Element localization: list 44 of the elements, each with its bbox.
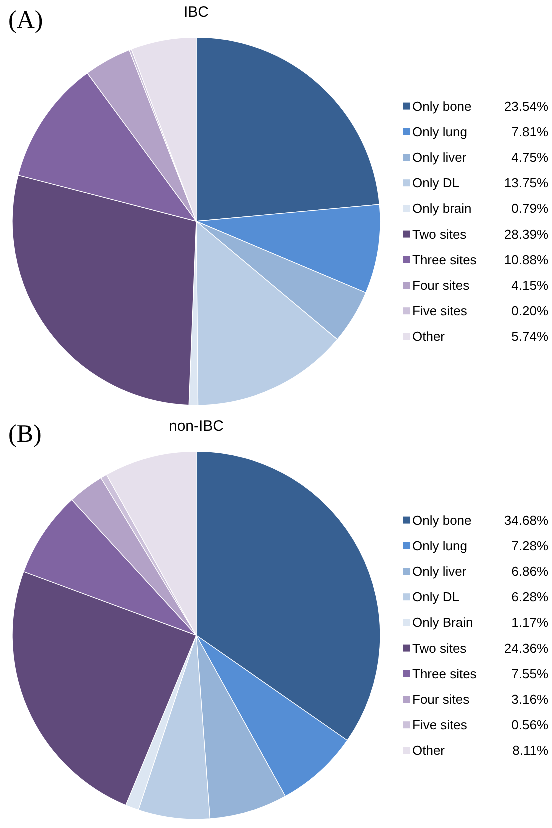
- legend-label: Five sites: [412, 718, 468, 733]
- data-label: 7.55%: [512, 666, 549, 682]
- data-label: 4.75%: [512, 150, 549, 165]
- legend-label: Only lung: [412, 538, 468, 554]
- legend-label: Only lung: [412, 124, 468, 140]
- legend-label: Only DL: [412, 590, 460, 605]
- data-label: 7.28%: [512, 538, 549, 554]
- data-label: 6.86%: [512, 564, 549, 579]
- legend-label: Four sites: [412, 278, 470, 293]
- data-label: 3.16%: [512, 692, 549, 707]
- data-label: 0.79%: [512, 201, 549, 216]
- legend-label: Only bone: [412, 512, 472, 528]
- data-label: 28.39%: [504, 226, 549, 242]
- data-label: 0.20%: [512, 304, 549, 319]
- legend-label: Only Brain: [412, 615, 474, 630]
- legend-label: Only liver: [412, 564, 468, 579]
- legend-label: Other: [412, 743, 446, 758]
- text: (A): [8, 7, 44, 34]
- text: (B): [8, 421, 42, 448]
- legend-label: Three sites: [412, 252, 478, 268]
- data-label: 0.56%: [512, 718, 549, 733]
- legend-label: Two sites: [412, 640, 468, 656]
- legend-label: Only bone: [412, 98, 472, 114]
- data-label: 7.81%: [512, 124, 549, 140]
- data-label: 5.74%: [512, 329, 549, 344]
- data-label: 24.36%: [504, 640, 549, 656]
- data-label: 6.28%: [512, 590, 549, 605]
- legend-label: Only DL: [412, 176, 460, 191]
- data-label: 8.11%: [512, 743, 549, 758]
- data-label: 23.54%: [504, 98, 549, 114]
- data-label: 4.15%: [512, 278, 549, 293]
- legend-label: Three sites: [412, 666, 478, 682]
- chart-title: non-IBC: [168, 418, 224, 435]
- data-label: 13.75%: [504, 176, 549, 191]
- legend-label: Two sites: [412, 226, 468, 242]
- data-label: 34.68%: [504, 512, 549, 528]
- legend-label: Five sites: [412, 304, 468, 319]
- data-label: 10.88%: [504, 252, 549, 268]
- legend-label: Only liver: [412, 150, 468, 165]
- data-label: 1.17%: [512, 615, 549, 630]
- legend-label: Four sites: [412, 692, 470, 707]
- chart-title: IBC: [184, 4, 210, 21]
- legend-label: Only brain: [412, 201, 472, 216]
- legend-label: Other: [412, 329, 446, 344]
